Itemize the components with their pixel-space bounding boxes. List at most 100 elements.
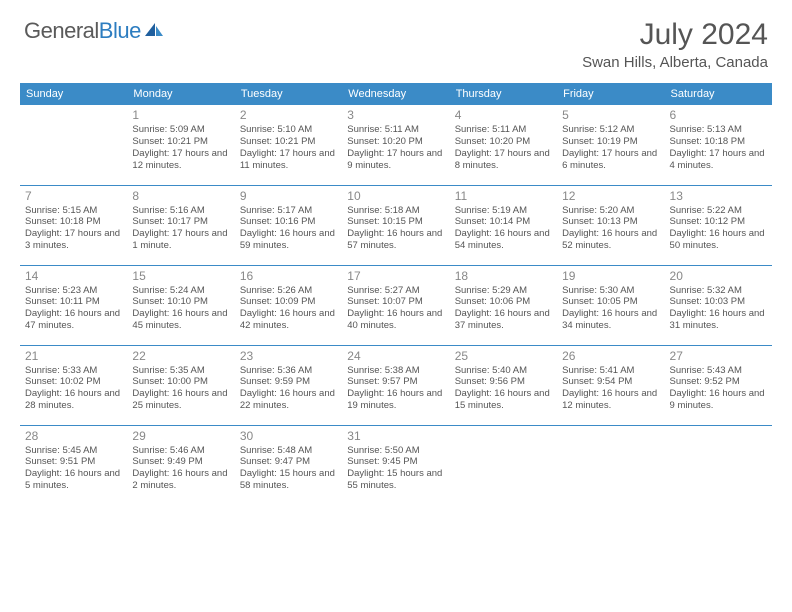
day-number: 28	[25, 429, 122, 444]
day-number: 23	[240, 349, 337, 364]
sunset-text: Sunset: 10:15 PM	[347, 216, 444, 228]
calendar-day-cell: 3Sunrise: 5:11 AMSunset: 10:20 PMDayligh…	[342, 105, 449, 185]
sunset-text: Sunset: 10:12 PM	[670, 216, 767, 228]
sunrise-text: Sunrise: 5:45 AM	[25, 445, 122, 457]
month-title: July 2024	[582, 18, 768, 52]
calendar-day-cell: 12Sunrise: 5:20 AMSunset: 10:13 PMDaylig…	[557, 185, 664, 265]
calendar-day-cell	[665, 425, 772, 505]
title-block: July 2024 Swan Hills, Alberta, Canada	[582, 18, 768, 71]
sunset-text: Sunset: 10:11 PM	[25, 296, 122, 308]
day-number: 1	[132, 108, 229, 123]
sunrise-text: Sunrise: 5:11 AM	[455, 124, 552, 136]
calendar-day-cell: 18Sunrise: 5:29 AMSunset: 10:06 PMDaylig…	[450, 265, 557, 345]
day-number: 12	[562, 189, 659, 204]
daylight-text: Daylight: 17 hours and 9 minutes.	[347, 148, 444, 172]
calendar-day-cell: 22Sunrise: 5:35 AMSunset: 10:00 PMDaylig…	[127, 345, 234, 425]
sunset-text: Sunset: 10:09 PM	[240, 296, 337, 308]
daylight-text: Daylight: 16 hours and 40 minutes.	[347, 308, 444, 332]
day-number: 29	[132, 429, 229, 444]
sunrise-text: Sunrise: 5:24 AM	[132, 285, 229, 297]
sunrise-text: Sunrise: 5:48 AM	[240, 445, 337, 457]
daylight-text: Daylight: 17 hours and 8 minutes.	[455, 148, 552, 172]
calendar-day-cell: 20Sunrise: 5:32 AMSunset: 10:03 PMDaylig…	[665, 265, 772, 345]
day-number: 26	[562, 349, 659, 364]
calendar-day-cell: 4Sunrise: 5:11 AMSunset: 10:20 PMDayligh…	[450, 105, 557, 185]
day-number: 3	[347, 108, 444, 123]
daylight-text: Daylight: 16 hours and 5 minutes.	[25, 468, 122, 492]
sunrise-text: Sunrise: 5:26 AM	[240, 285, 337, 297]
sunset-text: Sunset: 10:02 PM	[25, 376, 122, 388]
daylight-text: Daylight: 16 hours and 2 minutes.	[132, 468, 229, 492]
sunset-text: Sunset: 10:20 PM	[455, 136, 552, 148]
calendar-day-cell: 24Sunrise: 5:38 AMSunset: 9:57 PMDayligh…	[342, 345, 449, 425]
day-number: 6	[670, 108, 767, 123]
sunrise-text: Sunrise: 5:16 AM	[132, 205, 229, 217]
logo-sail-icon	[143, 21, 165, 44]
sunrise-text: Sunrise: 5:10 AM	[240, 124, 337, 136]
sunset-text: Sunset: 10:20 PM	[347, 136, 444, 148]
daylight-text: Daylight: 16 hours and 52 minutes.	[562, 228, 659, 252]
sunset-text: Sunset: 10:18 PM	[670, 136, 767, 148]
logo-text-general: General	[24, 18, 99, 43]
sunrise-text: Sunrise: 5:50 AM	[347, 445, 444, 457]
sunrise-text: Sunrise: 5:29 AM	[455, 285, 552, 297]
calendar-day-cell: 5Sunrise: 5:12 AMSunset: 10:19 PMDayligh…	[557, 105, 664, 185]
day-number: 9	[240, 189, 337, 204]
daylight-text: Daylight: 16 hours and 59 minutes.	[240, 228, 337, 252]
daylight-text: Daylight: 17 hours and 4 minutes.	[670, 148, 767, 172]
daylight-text: Daylight: 17 hours and 6 minutes.	[562, 148, 659, 172]
sunrise-text: Sunrise: 5:36 AM	[240, 365, 337, 377]
daylight-text: Daylight: 15 hours and 55 minutes.	[347, 468, 444, 492]
sunrise-text: Sunrise: 5:09 AM	[132, 124, 229, 136]
day-number: 10	[347, 189, 444, 204]
calendar-day-cell	[450, 425, 557, 505]
calendar-day-cell: 25Sunrise: 5:40 AMSunset: 9:56 PMDayligh…	[450, 345, 557, 425]
sunrise-text: Sunrise: 5:22 AM	[670, 205, 767, 217]
calendar-day-cell	[557, 425, 664, 505]
day-number: 30	[240, 429, 337, 444]
calendar-week-row: 14Sunrise: 5:23 AMSunset: 10:11 PMDaylig…	[20, 265, 772, 345]
daylight-text: Daylight: 16 hours and 37 minutes.	[455, 308, 552, 332]
daylight-text: Daylight: 16 hours and 54 minutes.	[455, 228, 552, 252]
sunset-text: Sunset: 9:57 PM	[347, 376, 444, 388]
sunset-text: Sunset: 10:16 PM	[240, 216, 337, 228]
day-number: 22	[132, 349, 229, 364]
day-number: 21	[25, 349, 122, 364]
day-number: 13	[670, 189, 767, 204]
day-number: 24	[347, 349, 444, 364]
day-number: 14	[25, 269, 122, 284]
weekday-header: Tuesday	[235, 83, 342, 105]
daylight-text: Daylight: 16 hours and 45 minutes.	[132, 308, 229, 332]
weekday-header-row: Sunday Monday Tuesday Wednesday Thursday…	[20, 83, 772, 105]
sunrise-text: Sunrise: 5:13 AM	[670, 124, 767, 136]
day-number: 19	[562, 269, 659, 284]
day-number: 17	[347, 269, 444, 284]
calendar-day-cell: 17Sunrise: 5:27 AMSunset: 10:07 PMDaylig…	[342, 265, 449, 345]
daylight-text: Daylight: 16 hours and 9 minutes.	[670, 388, 767, 412]
weekday-header: Monday	[127, 83, 234, 105]
calendar-day-cell: 21Sunrise: 5:33 AMSunset: 10:02 PMDaylig…	[20, 345, 127, 425]
day-number: 27	[670, 349, 767, 364]
calendar-day-cell: 7Sunrise: 5:15 AMSunset: 10:18 PMDayligh…	[20, 185, 127, 265]
sunset-text: Sunset: 10:05 PM	[562, 296, 659, 308]
calendar-day-cell: 13Sunrise: 5:22 AMSunset: 10:12 PMDaylig…	[665, 185, 772, 265]
day-number: 7	[25, 189, 122, 204]
sunrise-text: Sunrise: 5:17 AM	[240, 205, 337, 217]
calendar-day-cell: 1Sunrise: 5:09 AMSunset: 10:21 PMDayligh…	[127, 105, 234, 185]
daylight-text: Daylight: 16 hours and 42 minutes.	[240, 308, 337, 332]
day-number: 5	[562, 108, 659, 123]
sunset-text: Sunset: 10:00 PM	[132, 376, 229, 388]
calendar-day-cell: 14Sunrise: 5:23 AMSunset: 10:11 PMDaylig…	[20, 265, 127, 345]
day-number: 15	[132, 269, 229, 284]
day-number: 18	[455, 269, 552, 284]
daylight-text: Daylight: 16 hours and 31 minutes.	[670, 308, 767, 332]
daylight-text: Daylight: 16 hours and 34 minutes.	[562, 308, 659, 332]
page-header: GeneralBlue July 2024 Swan Hills, Albert…	[0, 0, 792, 75]
calendar-day-cell: 19Sunrise: 5:30 AMSunset: 10:05 PMDaylig…	[557, 265, 664, 345]
sunset-text: Sunset: 10:21 PM	[132, 136, 229, 148]
weekday-header: Thursday	[450, 83, 557, 105]
calendar-week-row: 7Sunrise: 5:15 AMSunset: 10:18 PMDayligh…	[20, 185, 772, 265]
daylight-text: Daylight: 17 hours and 1 minute.	[132, 228, 229, 252]
calendar-day-cell: 26Sunrise: 5:41 AMSunset: 9:54 PMDayligh…	[557, 345, 664, 425]
calendar-day-cell: 27Sunrise: 5:43 AMSunset: 9:52 PMDayligh…	[665, 345, 772, 425]
